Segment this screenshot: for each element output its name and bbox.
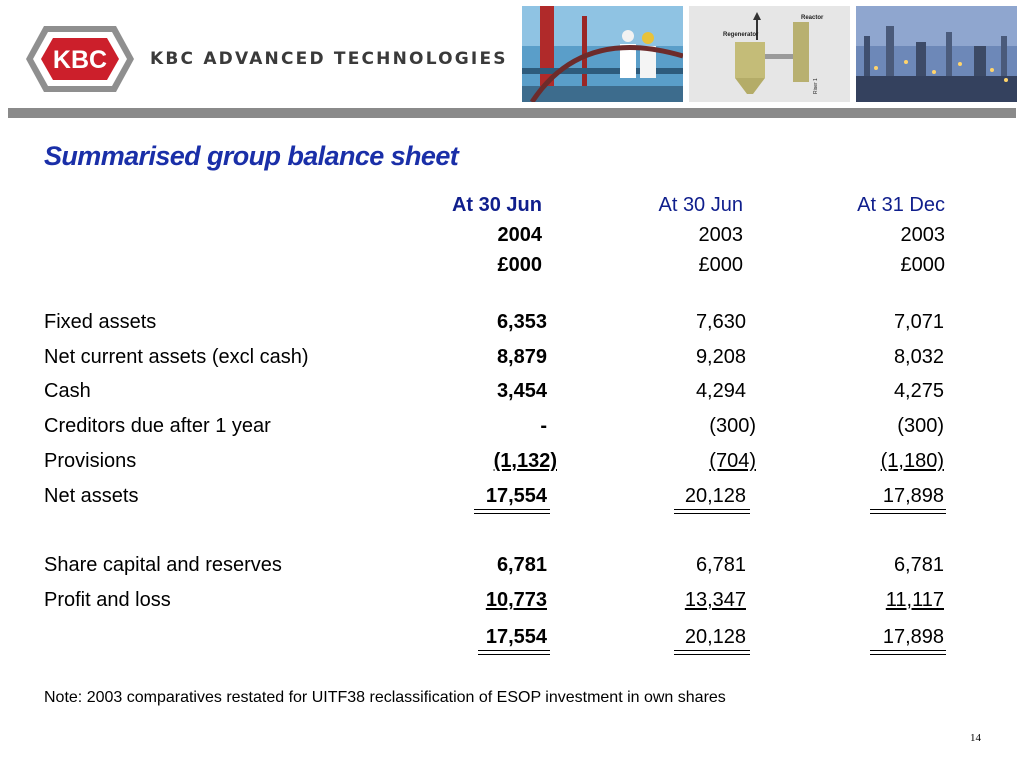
value-dec-2003: (1,180) [880, 450, 944, 472]
value-dec-2003: 4,275 [893, 380, 944, 402]
row-label: Profit and loss [44, 589, 171, 611]
value-jun-2003: 4,294 [695, 380, 746, 402]
double-underline [474, 509, 550, 514]
footnote: Note: 2003 comparatives restated for UIT… [44, 689, 726, 706]
value-jun-2004: 17,554 [485, 485, 547, 507]
row-profit-and-loss: Profit and loss 10,773 13,347 11,117 [0, 585, 1024, 615]
svg-text:Riser 1: Riser 1 [813, 78, 819, 94]
refinery-photo [856, 6, 1017, 102]
value-jun-2003: (300) [709, 415, 756, 437]
value-jun-2004: 6,353 [496, 311, 547, 333]
value-dec-2003: (300) [897, 415, 944, 437]
svg-text:KBC: KBC [53, 46, 107, 74]
double-underline [870, 650, 946, 655]
value-jun-2004: (1,132) [493, 450, 557, 472]
value-jun-2004: 8,879 [496, 346, 547, 368]
company-name: KBC ADVANCED TECHNOLOGIES [150, 49, 508, 69]
page-number: 14 [970, 732, 981, 744]
slide-header: KBC KBC ADVANCED TECHNOLOGIES Regenera [0, 0, 1024, 118]
engineers-photo [522, 6, 683, 102]
value-jun-2003: 9,208 [695, 346, 746, 368]
double-underline [478, 650, 550, 655]
value-jun-2003: 20,128 [684, 485, 746, 507]
double-underline [674, 650, 750, 655]
row-label: Net current assets (excl cash) [44, 346, 309, 368]
row-net-assets: Net assets 17,554 20,128 17,898 [0, 481, 1024, 514]
column-header-dec-2003: At 31 Dec 2003 £000 [857, 194, 945, 276]
reactor-diagram: Regenerator Reactor Riser 1 [689, 6, 850, 102]
value-dec-2003: 17,898 [882, 485, 944, 507]
row-provisions: Provisions (1,132) (704) (1,180) [0, 446, 1024, 476]
value-jun-2003: 13,347 [684, 589, 746, 611]
value-dec-2003: 8,032 [893, 346, 944, 368]
column-header-jun-2003: At 30 Jun 2003 £000 [658, 194, 743, 276]
row-label: Net assets [44, 485, 139, 507]
row-net-current-assets: Net current assets (excl cash) 8,879 9,2… [0, 342, 1024, 372]
value-jun-2003: 20,128 [684, 626, 746, 648]
value-jun-2004: 6,781 [496, 554, 547, 576]
value-jun-2003: 7,630 [695, 311, 746, 333]
row-total: 17,554 20,128 17,898 [0, 622, 1024, 655]
row-label: Creditors due after 1 year [44, 415, 271, 437]
header-rule [8, 108, 1016, 118]
row-cash: Cash 3,454 4,294 4,275 [0, 376, 1024, 406]
row-creditors: Creditors due after 1 year - (300) (300) [0, 411, 1024, 441]
value-jun-2003: 6,781 [695, 554, 746, 576]
row-fixed-assets: Fixed assets 6,353 7,630 7,071 [0, 307, 1024, 337]
row-label: Provisions [44, 450, 137, 472]
row-label: Cash [44, 380, 91, 402]
value-jun-2003: (704) [709, 450, 756, 472]
row-label: Share capital and reserves [44, 554, 282, 576]
double-underline [870, 509, 946, 514]
kbc-logo: KBC [26, 26, 134, 92]
row-label: Fixed assets [44, 311, 157, 333]
double-underline [674, 509, 750, 514]
value-dec-2003: 6,781 [893, 554, 944, 576]
column-header-jun-2004: At 30 Jun 2004 £000 [451, 194, 542, 276]
value-jun-2004: 3,454 [496, 380, 547, 402]
value-dec-2003: 11,117 [885, 589, 944, 611]
value-jun-2004: 10,773 [485, 589, 547, 611]
value-dec-2003: 17,898 [882, 626, 944, 648]
value-jun-2004: - [540, 415, 547, 437]
slide-title: Summarised group balance sheet [44, 141, 459, 171]
svg-text:Reactor: Reactor [801, 15, 824, 21]
value-jun-2004: 17,554 [485, 626, 547, 648]
svg-text:Regenerator: Regenerator [723, 32, 759, 38]
row-share-capital: Share capital and reserves 6,781 6,781 6… [0, 550, 1024, 580]
value-dec-2003: 7,071 [893, 311, 944, 333]
